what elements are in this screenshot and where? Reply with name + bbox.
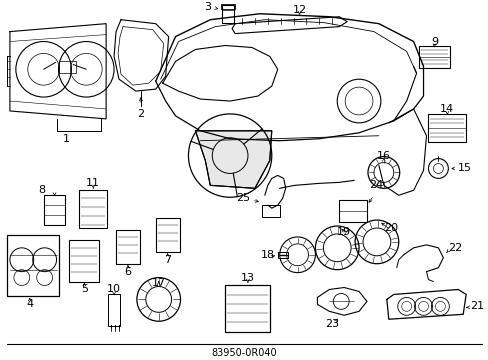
Bar [339, 200, 366, 222]
Text: 13: 13 [241, 273, 254, 283]
Text: 2: 2 [137, 109, 144, 119]
Bar [155, 218, 179, 252]
Text: 7: 7 [164, 255, 171, 265]
Bar [222, 5, 234, 23]
Text: 10: 10 [107, 284, 121, 294]
Text: 23: 23 [325, 319, 339, 329]
Text: 4: 4 [26, 300, 33, 309]
Bar [43, 195, 65, 225]
Bar [418, 46, 449, 68]
Bar [261, 205, 279, 217]
Text: 3: 3 [203, 2, 210, 12]
Bar [277, 252, 287, 258]
Bar [116, 230, 140, 264]
Text: 6: 6 [124, 267, 131, 276]
Text: 1: 1 [63, 134, 70, 144]
Polygon shape [195, 131, 271, 188]
Text: 20: 20 [383, 223, 397, 233]
Bar [59, 61, 76, 73]
Text: 24: 24 [368, 180, 383, 190]
Text: 17: 17 [151, 278, 165, 288]
Text: 25: 25 [235, 193, 249, 203]
Bar [221, 4, 235, 9]
Text: 16: 16 [376, 150, 390, 161]
Text: 83950-0R040: 83950-0R040 [211, 348, 276, 358]
Bar [427, 114, 465, 142]
Text: 15: 15 [457, 163, 471, 174]
Bar [108, 294, 120, 326]
Bar [69, 240, 99, 282]
Text: 22: 22 [447, 243, 462, 253]
Bar [7, 235, 59, 296]
Text: 12: 12 [292, 5, 306, 15]
Text: 19: 19 [336, 227, 350, 237]
Text: 9: 9 [430, 36, 437, 46]
Text: 11: 11 [86, 178, 100, 188]
Text: 21: 21 [469, 301, 483, 311]
Text: 18: 18 [260, 250, 274, 260]
Text: 8: 8 [38, 185, 45, 195]
Bar [79, 190, 107, 228]
Text: 5: 5 [81, 284, 88, 294]
Text: 14: 14 [439, 104, 453, 114]
Bar [224, 284, 269, 332]
